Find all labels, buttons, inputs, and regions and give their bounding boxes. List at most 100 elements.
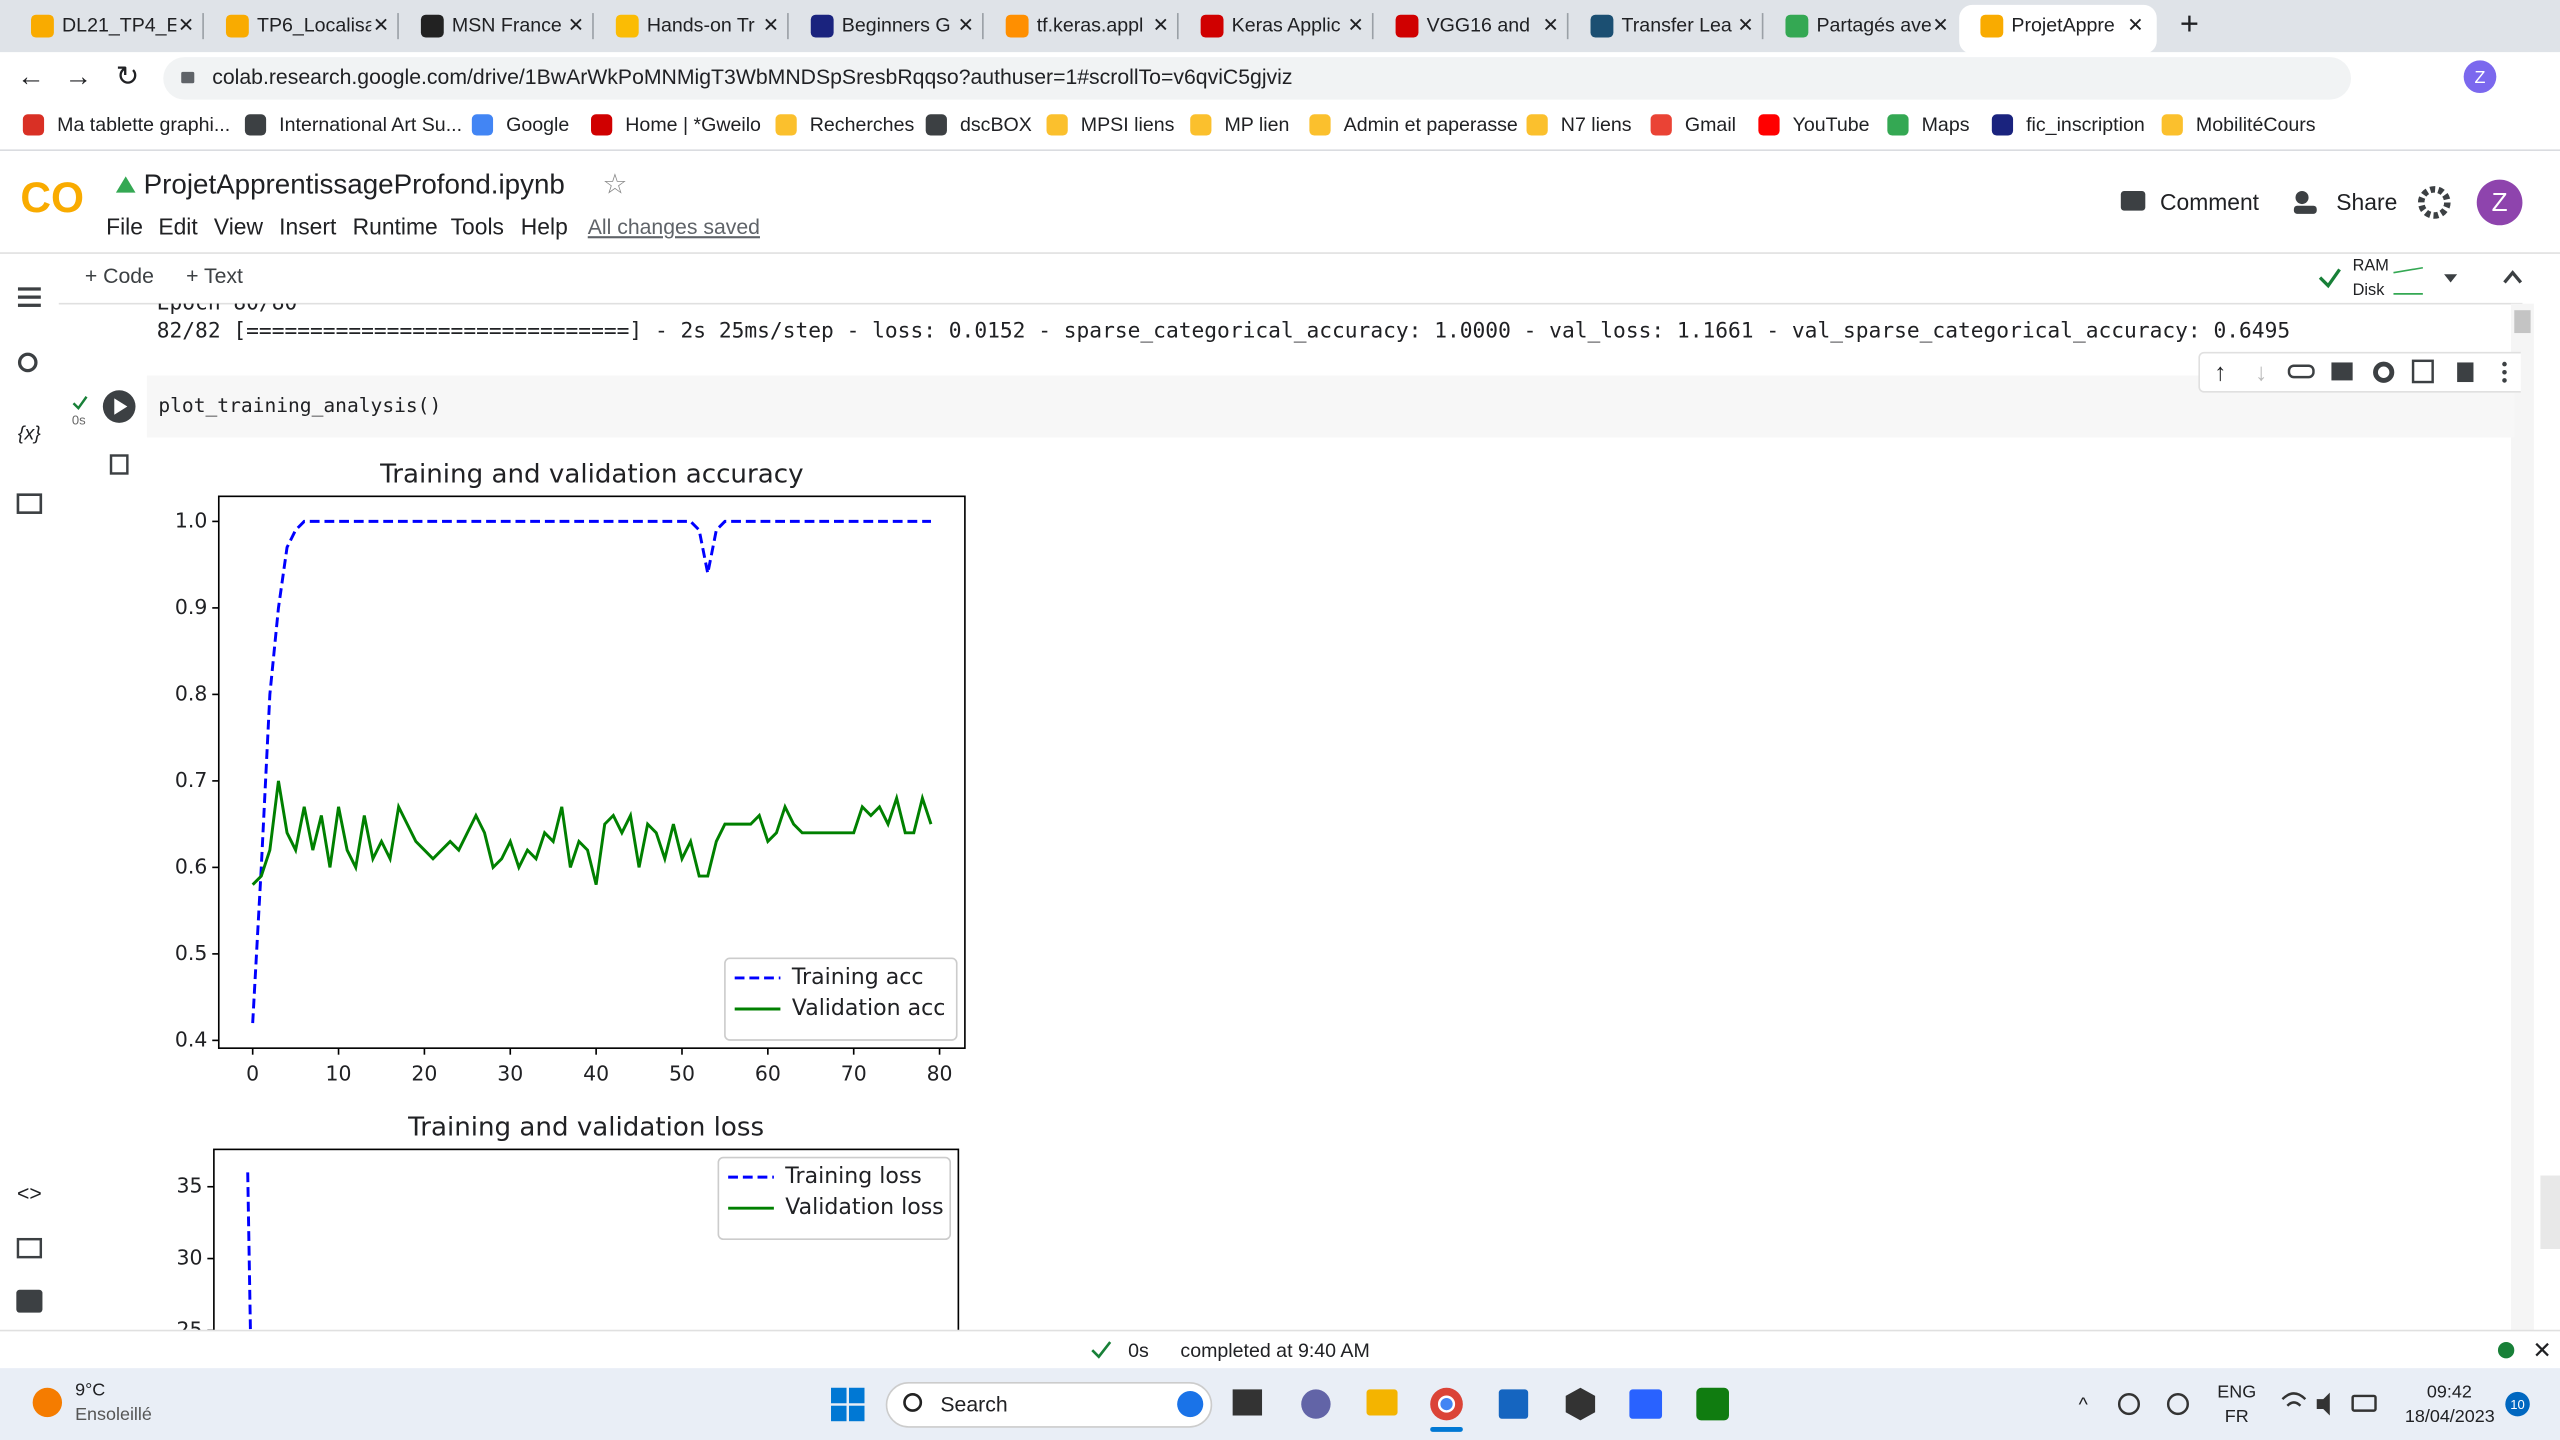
share-button[interactable]: Share	[2336, 189, 2397, 215]
reload-button[interactable]: ↻	[116, 61, 139, 92]
tab-close[interactable]: ✕	[958, 14, 974, 36]
menu-item[interactable]: Tools	[451, 214, 504, 240]
tab[interactable]: Hands-on Tr	[647, 14, 755, 36]
close-status[interactable]: ✕	[2532, 1337, 2551, 1363]
omnibox[interactable]	[163, 57, 2352, 100]
command-icon[interactable]	[16, 1237, 43, 1259]
profile-avatar[interactable]	[2463, 60, 2497, 94]
files-icon[interactable]	[16, 493, 43, 514]
tab[interactable]: TP6_Localisa	[257, 14, 376, 36]
tab[interactable]: Transfer Lea	[1622, 14, 1732, 36]
variables-icon[interactable]: {x}	[18, 422, 41, 444]
scroll-thumb[interactable]	[2540, 1175, 2560, 1249]
temperature[interactable]: 9°C	[75, 1380, 105, 1400]
menu-item[interactable]: Help	[521, 214, 568, 240]
bookmark[interactable]: Ma tablette graphi...	[57, 114, 230, 136]
add-code[interactable]: + Code	[85, 265, 154, 288]
menu-item[interactable]: View	[214, 214, 264, 240]
scrollbar[interactable]	[2511, 303, 2534, 1331]
vscode-app[interactable]	[1629, 1389, 1663, 1419]
language[interactable]: ENG	[2217, 1381, 2256, 1401]
bing-icon[interactable]	[1177, 1391, 1204, 1418]
more[interactable]	[2502, 369, 2507, 375]
bookmark[interactable]: MPSI liens	[1081, 114, 1175, 136]
star-icon[interactable]: ☆	[602, 168, 627, 199]
tab-close[interactable]: ✕	[1348, 14, 1364, 36]
search-icon[interactable]	[17, 352, 38, 373]
tray-expand[interactable]: ^	[2079, 1394, 2089, 1416]
tab-close[interactable]: ✕	[1737, 14, 1753, 36]
tab[interactable]: Keras Applic	[1232, 14, 1341, 36]
snippets-icon[interactable]: <>	[17, 1183, 42, 1206]
tab-close[interactable]: ✕	[568, 14, 584, 36]
tab-close[interactable]: ✕	[178, 14, 194, 36]
tab[interactable]: ProjetAppre	[2011, 14, 2114, 36]
search-box[interactable]	[885, 1382, 1213, 1428]
more[interactable]	[2502, 378, 2507, 383]
bookmark[interactable]: Recherches	[810, 114, 915, 136]
menu-item[interactable]: Edit	[158, 214, 198, 240]
explorer-app[interactable]	[1366, 1389, 1398, 1416]
move-up[interactable]: ↑	[2214, 359, 2226, 386]
bookmark[interactable]: Gmail	[1685, 114, 1736, 136]
unity-app[interactable]	[1565, 1387, 1596, 1421]
keyboard-layout[interactable]: FR	[2225, 1406, 2249, 1426]
tab-close[interactable]: ✕	[373, 14, 389, 36]
bookmark[interactable]: Google	[506, 114, 569, 136]
terminal-icon[interactable]	[16, 1289, 43, 1313]
store-app[interactable]	[1498, 1389, 1529, 1419]
notification-badge[interactable]	[2505, 1391, 2530, 1417]
xbox-app[interactable]	[1696, 1387, 1729, 1421]
output-icon[interactable]	[109, 454, 129, 475]
bookmark[interactable]: Maps	[1922, 114, 1970, 136]
teams-app[interactable]	[1301, 1389, 1331, 1419]
tray-icon[interactable]	[2166, 1393, 2189, 1416]
tab[interactable]: Partagés ave	[1816, 14, 1931, 36]
tab-close[interactable]: ✕	[763, 14, 779, 36]
bookmark[interactable]: fic_inscription	[2026, 114, 2145, 136]
start-button[interactable]	[831, 1387, 865, 1422]
save-status[interactable]: All changes saved	[588, 216, 760, 239]
new-tab[interactable]: +	[2180, 5, 2199, 42]
comment[interactable]	[2331, 362, 2353, 381]
avatar[interactable]	[2476, 179, 2523, 226]
url[interactable]: colab.research.google.com/drive/1BwArWkP…	[212, 66, 1292, 89]
menu-item[interactable]: Insert	[279, 214, 337, 240]
menu-item[interactable]: Runtime	[353, 214, 438, 240]
tab[interactable]: DL21_TP4_E	[62, 14, 180, 36]
link[interactable]	[2287, 364, 2315, 379]
menu-item[interactable]: File	[106, 214, 143, 240]
tray-icon[interactable]	[2117, 1393, 2141, 1416]
back-button[interactable]: ←	[17, 61, 45, 92]
settings[interactable]	[2373, 361, 2395, 383]
active-tab[interactable]	[1959, 4, 2157, 54]
toc-icon[interactable]	[17, 295, 41, 299]
search-label[interactable]: Search	[940, 1393, 1007, 1416]
tab-close[interactable]: ✕	[2127, 14, 2143, 36]
tab-close[interactable]: ✕	[1932, 14, 1948, 36]
bookmark[interactable]: MP lien	[1224, 114, 1289, 136]
mirror[interactable]	[2411, 359, 2434, 384]
bookmark[interactable]: International Art Su...	[279, 114, 462, 136]
colab-logo[interactable]: CO	[20, 174, 84, 221]
wifi-icon[interactable]	[2281, 1392, 2307, 1407]
weather[interactable]: Ensoleillé	[75, 1404, 152, 1424]
tab[interactable]: Beginners G	[842, 14, 951, 36]
battery-icon[interactable]	[2351, 1394, 2377, 1412]
tab[interactable]: tf.keras.appl	[1037, 14, 1144, 36]
toc-icon[interactable]	[17, 303, 41, 307]
move-down[interactable]: ↓	[2255, 359, 2267, 386]
comment-button[interactable]: Comment	[2160, 189, 2260, 215]
code-cell[interactable]	[146, 375, 2515, 438]
tab-close[interactable]: ✕	[1153, 14, 1169, 36]
bookmark[interactable]: dscBOX	[960, 114, 1032, 136]
bookmark[interactable]: N7 liens	[1561, 114, 1632, 136]
toc-icon[interactable]	[17, 287, 41, 291]
forward-button[interactable]: →	[64, 61, 92, 92]
add-text[interactable]: + Text	[186, 265, 243, 288]
bookmark[interactable]: YouTube	[1793, 114, 1870, 136]
tab-close[interactable]: ✕	[1542, 14, 1558, 36]
bookmark[interactable]: Admin et paperasse	[1344, 114, 1518, 136]
tab[interactable]: VGG16 and	[1427, 14, 1530, 36]
settings-icon[interactable]	[2417, 186, 2451, 219]
